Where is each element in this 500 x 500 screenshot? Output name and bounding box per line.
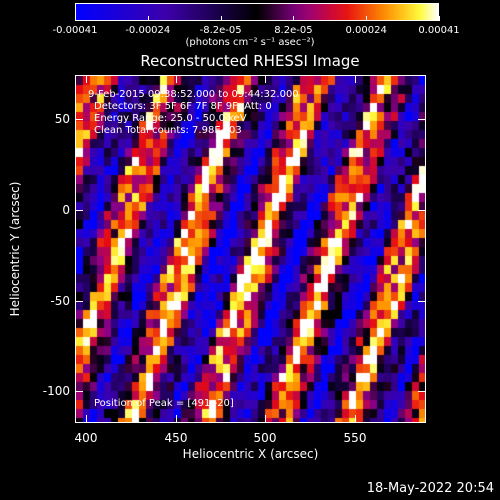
axis-tick [75, 119, 83, 120]
colorbar [75, 3, 439, 21]
colorbar-tick [366, 16, 368, 21]
x-tick-label: 500 [253, 431, 277, 445]
colorbar-tick [220, 16, 222, 21]
x-tick-label: 400 [74, 431, 98, 445]
peak-position-label: Position of Peak = [491,-20] [94, 398, 234, 409]
colorbar-tick [147, 16, 149, 21]
plot-title: Reconstructed RHESSI Image [140, 52, 360, 70]
colorbar-tick [439, 16, 440, 21]
axis-tick [355, 415, 356, 423]
rhessi-image [76, 76, 425, 422]
colorbar-tick [293, 16, 295, 21]
axis-tick [86, 75, 87, 83]
axis-tick [418, 119, 426, 120]
x-tick-label: 450 [164, 431, 188, 445]
colorbar-tick-label: -0.00024 [125, 25, 171, 36]
colorbar-tick-label: -0.00041 [52, 25, 98, 36]
y-tick-label: -100 [42, 384, 70, 398]
axis-tick [176, 415, 177, 423]
axis-tick [75, 210, 83, 211]
info-line-detectors: Detectors: 3F 5F 6F 7F 8F 9F, Att: 0 [94, 101, 272, 112]
x-tick-label: 550 [343, 431, 367, 445]
axis-tick [75, 301, 83, 302]
colorbar-tick-label: 0.00041 [418, 25, 460, 36]
colorbar-units-label: (photons cm⁻² s⁻¹ asec⁻²) [185, 37, 315, 48]
axis-tick [418, 391, 426, 392]
axis-tick [355, 75, 356, 83]
y-tick-label: 50 [54, 112, 70, 126]
axis-tick [418, 301, 426, 302]
colorbar-tick-label: 0.00024 [345, 25, 387, 36]
axis-tick [265, 415, 266, 423]
info-line-clean: Clean Total counts: 7.98E+03 [94, 125, 242, 136]
axis-tick [265, 75, 266, 83]
colorbar-tick-label: -8.2e-05 [199, 25, 242, 36]
info-line-time: 9-Feb-2015 09:38:52.000 to 09:44:32.000 [88, 89, 299, 100]
image-plot: 9-Feb-2015 09:38:52.000 to 09:44:32.000 … [75, 75, 426, 423]
y-tick-label: -50 [50, 294, 70, 308]
x-axis-label: Heliocentric X (arcsec) [182, 447, 319, 461]
info-line-energy: Energy Range: 25.0 - 50.0 keV [94, 113, 247, 124]
y-axis-label: Heliocentric Y (arcsec) [8, 181, 22, 317]
axis-tick [75, 391, 83, 392]
colorbar-tick [75, 16, 76, 21]
axis-tick [418, 210, 426, 211]
y-tick-label: 0 [62, 203, 70, 217]
axis-tick [176, 75, 177, 83]
colorbar-tick-label: 8.2e-05 [274, 25, 313, 36]
axis-tick [86, 415, 87, 423]
timestamp: 18-May-2022 20:54 [366, 481, 494, 496]
